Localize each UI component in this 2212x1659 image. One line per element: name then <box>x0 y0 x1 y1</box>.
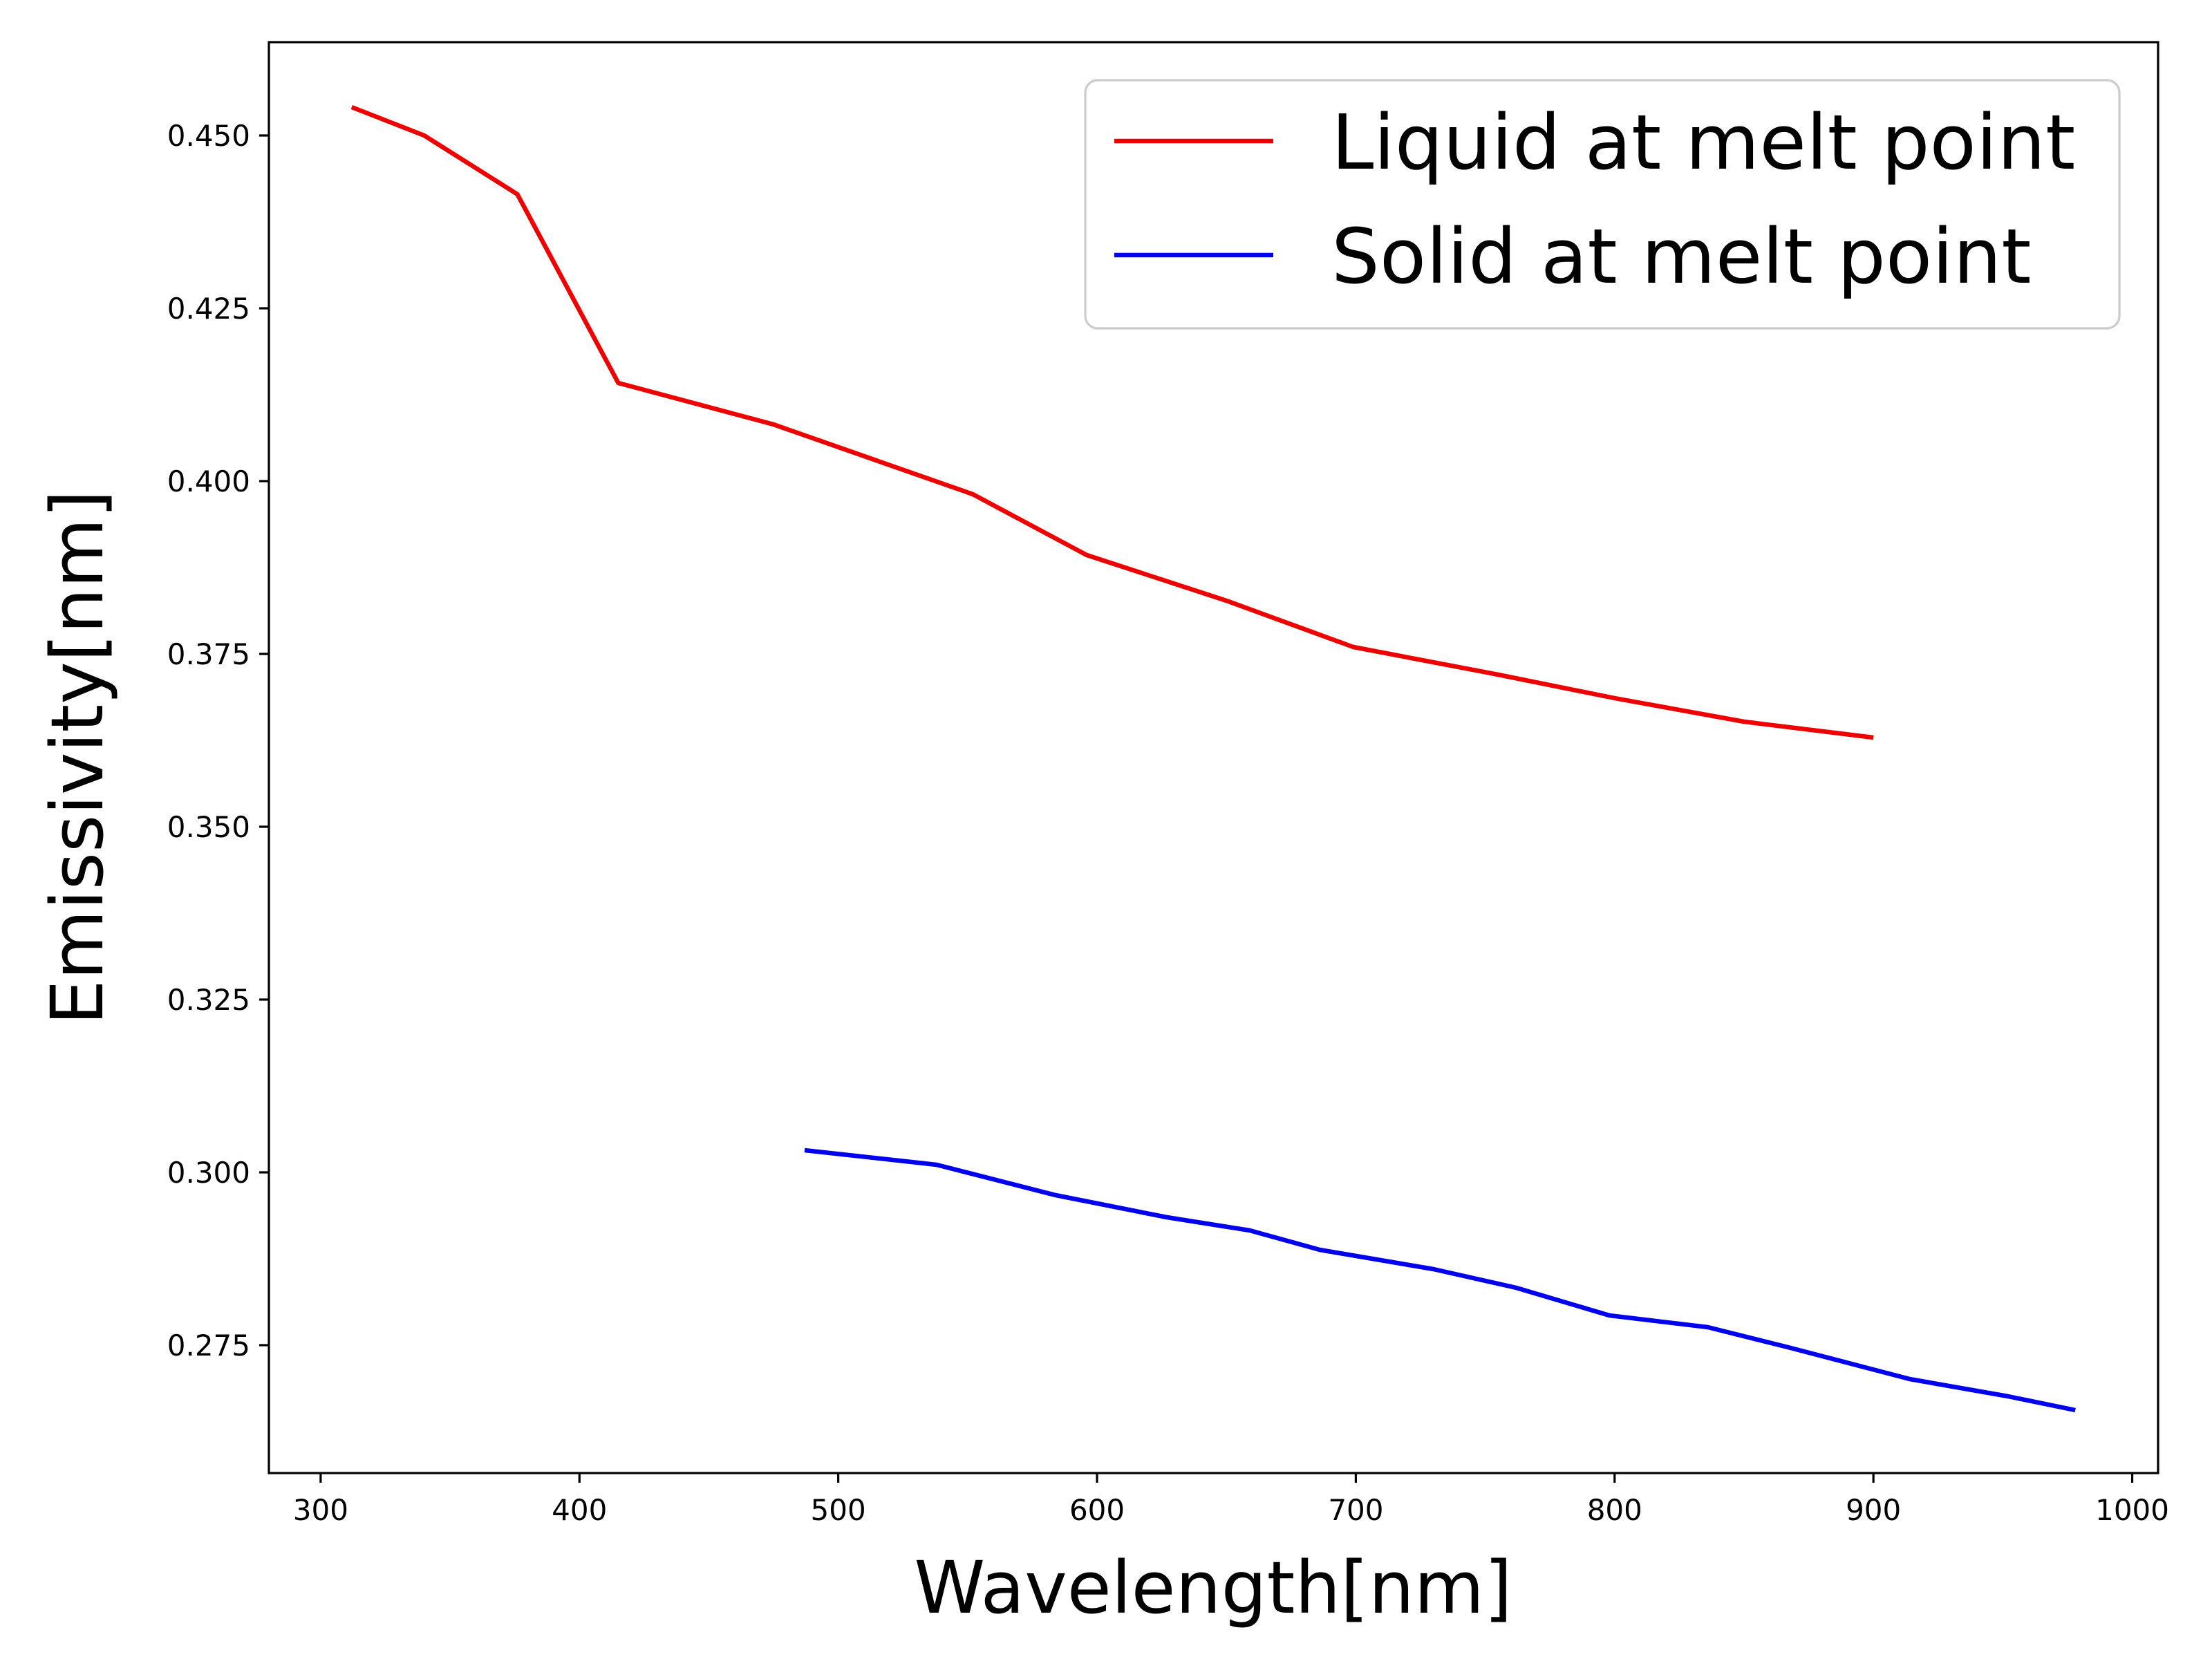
y-tick-label: 0.325 <box>167 983 250 1017</box>
y-tick-label: 0.425 <box>167 292 250 326</box>
y-tick-label: 0.450 <box>167 119 250 153</box>
series-layer <box>350 104 2076 1413</box>
y-tick-label: 0.400 <box>167 465 250 498</box>
x-axis: 300 400 500 600 700 800 900 1000 <box>293 1473 2169 1527</box>
series-line-solid <box>804 1147 2076 1413</box>
x-tick-label: 1000 <box>2095 1493 2169 1527</box>
y-tick-label: 0.275 <box>167 1329 250 1362</box>
x-tick-label: 600 <box>1069 1493 1125 1527</box>
y-tick-label: 0.350 <box>167 810 250 844</box>
y-tick-label: 0.300 <box>167 1156 250 1190</box>
x-tick-label: 300 <box>293 1493 348 1527</box>
legend-label-solid: Solid at melt point <box>1331 212 2032 301</box>
plot-frame <box>268 41 2159 1474</box>
y-tick-label: 0.375 <box>167 637 250 671</box>
x-axis-label: Wavelength[nm] <box>914 1546 1512 1630</box>
y-axis-label: Emissivity[nm] <box>35 490 120 1025</box>
x-tick-label: 700 <box>1328 1493 1383 1527</box>
series-line-liquid <box>350 104 1874 740</box>
x-tick-label: 500 <box>811 1493 866 1527</box>
y-axis: 0.275 0.300 0.325 0.350 0.375 0.400 0.425 0.450 <box>167 119 269 1362</box>
x-tick-label: 900 <box>1846 1493 1901 1527</box>
x-tick-label: 800 <box>1587 1493 1642 1527</box>
legend: Liquid at melt point Solid at melt point <box>1084 79 2121 330</box>
x-tick-label: 400 <box>552 1493 607 1527</box>
legend-box <box>1084 79 2121 330</box>
legend-label-liquid: Liquid at melt point <box>1331 98 2075 187</box>
